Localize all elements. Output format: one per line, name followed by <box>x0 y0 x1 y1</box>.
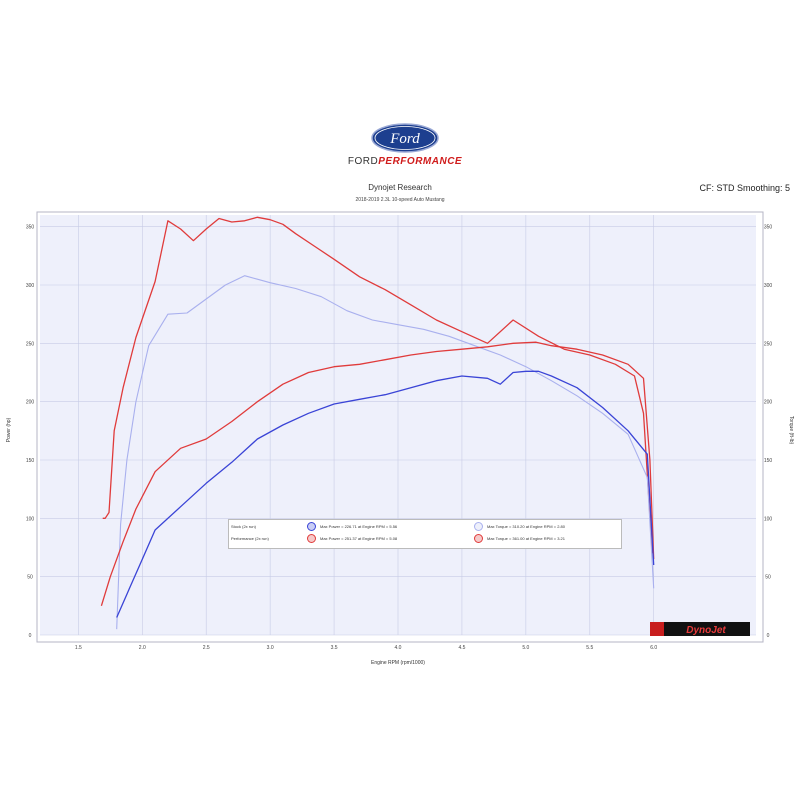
x-tick-label: 2.5 <box>203 645 210 651</box>
legend-max-power: Max Power = 226.71 at Engine RPM = 5.56 <box>320 524 398 529</box>
legend-name: Performance (2x run) <box>231 536 269 541</box>
brand-accent: PERFORMANCE <box>378 156 463 167</box>
y-right-tick-label: 300 <box>764 283 773 289</box>
x-tick-label: 2.0 <box>139 645 146 651</box>
y-right-tick-label: 350 <box>764 225 773 231</box>
dynojet-logo: DynoJet <box>650 622 750 636</box>
legend: Stock (2x run) Max Power = 226.71 at Engi… <box>228 519 622 549</box>
x-tick-label: 3.0 <box>267 645 274 651</box>
y-tick-label: 350 <box>26 225 35 231</box>
legend-max-power: Max Power = 251.37 at Engine RPM = 5.08 <box>320 536 398 541</box>
legend-max-torque: Max Torque = 310.20 at Engine RPM = 2.80 <box>487 524 565 529</box>
legend-marker-icon <box>474 522 483 532</box>
x-tick-label: 1.5 <box>75 645 82 651</box>
series-line-stock-torque <box>116 275 655 630</box>
y-tick-label: 100 <box>26 516 35 522</box>
x-tick-label: 4.5 <box>458 645 465 651</box>
legend-marker-icon <box>474 534 483 544</box>
x-tick-label: 5.0 <box>522 645 529 651</box>
series-line-stock-power <box>116 370 655 618</box>
brand-top: FORD <box>347 156 379 167</box>
x-tick-label: 5.5 <box>586 645 593 651</box>
brand-wordmark: FORDPERFORMANCE <box>330 156 480 167</box>
y-tick-label: 150 <box>26 458 35 464</box>
x-axis-label: Engine RPM (rpm/1000) <box>371 660 425 666</box>
x-tick-label: 6.0 <box>650 645 657 651</box>
y-right-tick-label: 250 <box>764 341 773 347</box>
y-tick-label: 250 <box>26 341 35 347</box>
y-axis-label: Power (hp) <box>6 417 12 442</box>
y-axis-label-right: Torque (ft-lb) <box>788 416 794 445</box>
series-line-performance-power <box>100 341 655 606</box>
legend-max-torque: Max Torque = 361.00 at Engine RPM = 3.21 <box>487 536 565 541</box>
series-line-performance-torque <box>102 216 654 554</box>
dynojet-logo-text: DynoJet <box>686 625 726 636</box>
series-lines <box>100 216 655 630</box>
chart-subtitle: 2018-2019 2.3L 10-speed Auto Mustang <box>355 197 445 203</box>
y-right-tick-label: 100 <box>764 516 773 522</box>
legend-row-performance: Performance (2x run) Max Power = 251.37 a… <box>231 534 569 544</box>
y-tick-label: 200 <box>26 400 35 406</box>
ford-logo: Ford <box>371 123 439 153</box>
y-right-tick-label: 150 <box>764 458 773 464</box>
y-tick-label: 300 <box>26 283 35 289</box>
y-right-tick-label: 50 <box>765 575 771 581</box>
legend-name: Stock (2x run) <box>231 524 256 529</box>
legend-marker-icon <box>307 534 316 544</box>
y-right-tick-label: 200 <box>764 400 773 406</box>
x-tick-label: 3.5 <box>331 645 338 651</box>
y-tick-label: 0 <box>29 633 32 639</box>
y-right-tick-label: 0 <box>767 633 770 639</box>
axis-ticks: 1.5 2.0 2.5 3.0 3.5 4.0 4.5 5.0 5.5 6.0 0 50 100 150 2… <box>26 225 773 651</box>
correction-factor: CF: STD Smoothing: 5 <box>699 183 790 193</box>
ford-logo-text: Ford <box>389 131 420 147</box>
legend-row-stock: Stock (2x run) Max Power = 226.71 at Engi… <box>231 522 569 532</box>
legend-marker-icon <box>307 522 316 532</box>
y-tick-label: 50 <box>27 575 33 581</box>
chart-title: Dynojet Research <box>368 183 432 192</box>
x-tick-label: 4.0 <box>395 645 402 651</box>
grid-lines <box>40 215 756 636</box>
